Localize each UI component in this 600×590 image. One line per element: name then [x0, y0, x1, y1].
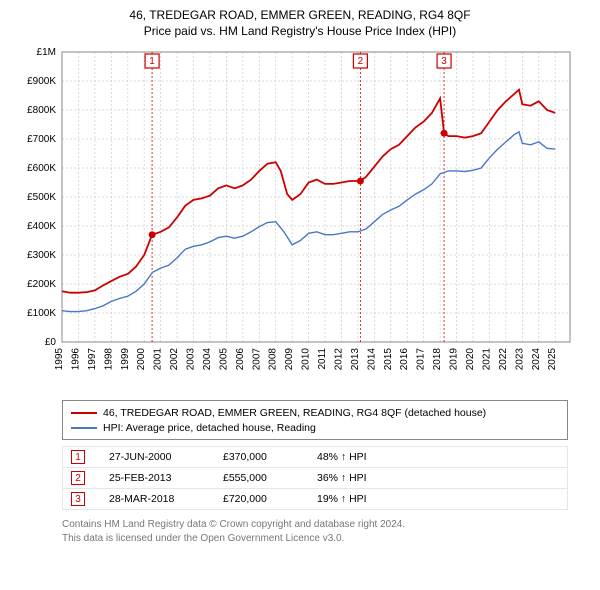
svg-text:2014: 2014: [366, 348, 377, 371]
svg-text:2003: 2003: [186, 348, 197, 371]
legend: 46, TREDEGAR ROAD, EMMER GREEN, READING,…: [62, 400, 568, 440]
svg-text:2012: 2012: [333, 348, 344, 371]
event-marker-icon: 1: [71, 450, 85, 464]
svg-text:2: 2: [358, 56, 364, 67]
svg-text:2007: 2007: [251, 348, 262, 371]
svg-text:2009: 2009: [284, 348, 295, 371]
event-row: 3 28-MAR-2018 £720,000 19% ↑ HPI: [63, 488, 567, 509]
svg-text:2010: 2010: [301, 348, 312, 371]
title-subtitle: Price paid vs. HM Land Registry's House …: [10, 24, 590, 38]
event-row: 2 25-FEB-2013 £555,000 36% ↑ HPI: [63, 467, 567, 488]
svg-text:£100K: £100K: [27, 308, 56, 319]
event-date: 25-FEB-2013: [109, 472, 199, 484]
footer-line: Contains HM Land Registry data © Crown c…: [62, 518, 568, 532]
svg-text:£0: £0: [45, 337, 57, 348]
legend-swatch: [71, 412, 97, 414]
line-chart: £0 £100K £200K £300K £400K £500K £600K £700K £80…: [10, 44, 590, 394]
svg-text:2013: 2013: [350, 348, 361, 371]
svg-text:2019: 2019: [449, 348, 460, 371]
footer-attribution: Contains HM Land Registry data © Crown c…: [62, 518, 568, 545]
svg-text:£300K: £300K: [27, 250, 56, 261]
svg-text:1996: 1996: [70, 348, 81, 371]
svg-text:1998: 1998: [103, 348, 114, 371]
event-price: £720,000: [223, 493, 293, 505]
svg-text:2018: 2018: [432, 348, 443, 371]
event-marker-icon: 3: [71, 492, 85, 506]
event-marker-icon: 2: [71, 471, 85, 485]
legend-label: HPI: Average price, detached house, Read…: [103, 422, 316, 434]
svg-text:£400K: £400K: [27, 221, 56, 232]
svg-text:2011: 2011: [317, 348, 328, 370]
svg-text:2005: 2005: [218, 348, 229, 371]
legend-item: 46, TREDEGAR ROAD, EMMER GREEN, READING,…: [71, 405, 559, 420]
event-price: £555,000: [223, 472, 293, 484]
svg-text:2022: 2022: [498, 348, 509, 371]
svg-text:2008: 2008: [268, 348, 279, 371]
svg-text:£900K: £900K: [27, 76, 56, 87]
svg-text:2017: 2017: [416, 348, 427, 371]
legend-swatch: [71, 427, 97, 429]
svg-text:1997: 1997: [87, 348, 98, 371]
event-delta: 19% ↑ HPI: [317, 493, 367, 505]
footer-line: This data is licensed under the Open Gov…: [62, 532, 568, 546]
svg-text:£500K: £500K: [27, 192, 56, 203]
event-date: 28-MAR-2018: [109, 493, 199, 505]
svg-text:2004: 2004: [202, 348, 213, 371]
title-address: 46, TREDEGAR ROAD, EMMER GREEN, READING,…: [10, 8, 590, 22]
svg-text:2024: 2024: [531, 348, 542, 371]
svg-text:2016: 2016: [399, 348, 410, 371]
event-delta: 48% ↑ HPI: [317, 451, 367, 463]
chart-container: 46, TREDEGAR ROAD, EMMER GREEN, READING,…: [0, 0, 600, 590]
legend-item: HPI: Average price, detached house, Read…: [71, 420, 559, 435]
svg-text:2002: 2002: [169, 348, 180, 371]
svg-text:1999: 1999: [120, 348, 131, 371]
chart-area: £0 £100K £200K £300K £400K £500K £600K £700K £80…: [10, 44, 590, 394]
svg-text:2000: 2000: [136, 348, 147, 371]
svg-text:£1M: £1M: [37, 47, 56, 58]
svg-text:2020: 2020: [465, 348, 476, 371]
events-table: 1 27-JUN-2000 £370,000 48% ↑ HPI 2 25-FE…: [62, 446, 568, 510]
svg-text:£200K: £200K: [27, 279, 56, 290]
svg-text:2001: 2001: [153, 348, 164, 371]
svg-text:2025: 2025: [547, 348, 558, 371]
svg-text:2023: 2023: [514, 348, 525, 371]
svg-text:2006: 2006: [235, 348, 246, 371]
svg-text:3: 3: [441, 56, 447, 67]
svg-text:2015: 2015: [383, 348, 394, 371]
svg-text:1995: 1995: [54, 348, 65, 371]
event-row: 1 27-JUN-2000 £370,000 48% ↑ HPI: [63, 447, 567, 467]
svg-text:£800K: £800K: [27, 105, 56, 116]
event-delta: 36% ↑ HPI: [317, 472, 367, 484]
event-price: £370,000: [223, 451, 293, 463]
event-date: 27-JUN-2000: [109, 451, 199, 463]
svg-text:1: 1: [149, 56, 155, 67]
svg-text:£700K: £700K: [27, 134, 56, 145]
legend-label: 46, TREDEGAR ROAD, EMMER GREEN, READING,…: [103, 407, 486, 419]
svg-text:2021: 2021: [481, 348, 492, 371]
svg-text:£600K: £600K: [27, 163, 56, 174]
